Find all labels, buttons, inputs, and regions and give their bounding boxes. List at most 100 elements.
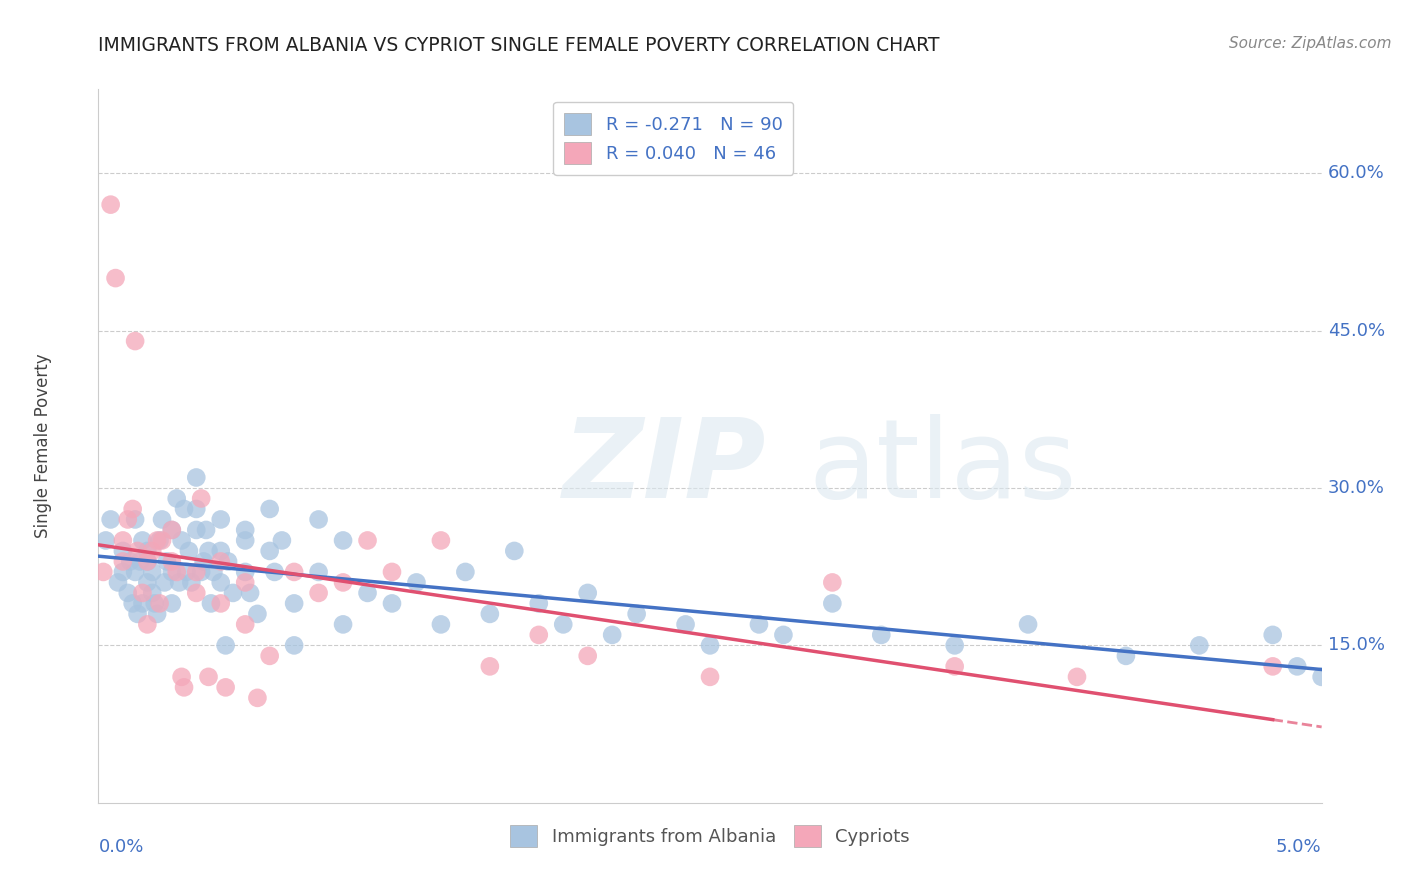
Point bbox=[576, 648, 599, 663]
Point bbox=[430, 533, 453, 548]
Point bbox=[283, 639, 305, 653]
Point bbox=[233, 575, 256, 590]
Point bbox=[190, 491, 212, 506]
Legend: Immigrants from Albania, Cypriots: Immigrants from Albania, Cypriots bbox=[499, 814, 921, 858]
Point bbox=[193, 554, 215, 568]
Text: 0.0%: 0.0% bbox=[98, 838, 143, 856]
Point bbox=[127, 544, 149, 558]
Point bbox=[214, 681, 236, 695]
Point bbox=[675, 617, 697, 632]
Point bbox=[166, 565, 188, 579]
Point bbox=[699, 639, 721, 653]
Point bbox=[150, 512, 173, 526]
Point bbox=[283, 565, 305, 579]
Point bbox=[136, 575, 159, 590]
Point bbox=[186, 502, 208, 516]
Point bbox=[626, 607, 648, 621]
Point bbox=[197, 544, 219, 558]
Point bbox=[136, 617, 159, 632]
Point bbox=[160, 596, 183, 610]
Point bbox=[217, 554, 239, 568]
Point bbox=[173, 502, 195, 516]
Point bbox=[195, 523, 218, 537]
Point bbox=[153, 575, 176, 590]
Point bbox=[107, 575, 129, 590]
Point bbox=[124, 565, 146, 579]
Point bbox=[308, 565, 330, 579]
Point bbox=[190, 565, 212, 579]
Point bbox=[1261, 659, 1284, 673]
Point bbox=[141, 565, 163, 579]
Point bbox=[1017, 617, 1039, 632]
Point bbox=[176, 565, 198, 579]
Point bbox=[233, 565, 256, 579]
Point bbox=[527, 628, 550, 642]
Point bbox=[943, 659, 966, 673]
Point bbox=[202, 565, 225, 579]
Point bbox=[405, 575, 427, 590]
Point bbox=[821, 596, 844, 610]
Point bbox=[121, 596, 143, 610]
Point bbox=[124, 334, 146, 348]
Point bbox=[111, 544, 134, 558]
Point bbox=[430, 617, 453, 632]
Point bbox=[146, 607, 169, 621]
Point bbox=[180, 575, 202, 590]
Text: 15.0%: 15.0% bbox=[1327, 636, 1385, 655]
Point bbox=[209, 575, 232, 590]
Point bbox=[246, 690, 269, 705]
Point bbox=[214, 639, 236, 653]
Point bbox=[1286, 659, 1309, 673]
Point bbox=[259, 544, 281, 558]
Point bbox=[308, 512, 330, 526]
Point bbox=[170, 533, 193, 548]
Point bbox=[209, 512, 232, 526]
Point bbox=[129, 554, 152, 568]
Point bbox=[259, 648, 281, 663]
Point bbox=[1188, 639, 1211, 653]
Point bbox=[160, 523, 183, 537]
Point bbox=[246, 607, 269, 621]
Point bbox=[131, 596, 153, 610]
Point bbox=[263, 565, 285, 579]
Point bbox=[600, 628, 623, 642]
Point bbox=[136, 544, 159, 558]
Text: Single Female Poverty: Single Female Poverty bbox=[34, 354, 52, 538]
Point bbox=[100, 197, 122, 211]
Point bbox=[94, 533, 117, 548]
Point bbox=[127, 607, 149, 621]
Point bbox=[748, 617, 770, 632]
Point bbox=[136, 554, 159, 568]
Point bbox=[270, 533, 292, 548]
Point bbox=[111, 554, 134, 568]
Point bbox=[870, 628, 893, 642]
Text: 45.0%: 45.0% bbox=[1327, 321, 1385, 340]
Text: atlas: atlas bbox=[808, 414, 1077, 521]
Point bbox=[141, 586, 163, 600]
Point bbox=[160, 554, 183, 568]
Text: Source: ZipAtlas.com: Source: ZipAtlas.com bbox=[1229, 36, 1392, 51]
Point bbox=[381, 565, 404, 579]
Point bbox=[120, 554, 142, 568]
Point bbox=[233, 617, 256, 632]
Point bbox=[146, 533, 169, 548]
Point bbox=[821, 575, 844, 590]
Point bbox=[1066, 670, 1088, 684]
Point bbox=[111, 565, 134, 579]
Point bbox=[1310, 670, 1333, 684]
Point bbox=[381, 596, 404, 610]
Point bbox=[200, 596, 222, 610]
Point bbox=[170, 670, 193, 684]
Point bbox=[209, 544, 232, 558]
Point bbox=[222, 586, 245, 600]
Point bbox=[239, 586, 262, 600]
Point bbox=[332, 575, 354, 590]
Point bbox=[156, 554, 179, 568]
Point bbox=[141, 544, 163, 558]
Point bbox=[173, 681, 195, 695]
Point bbox=[150, 533, 173, 548]
Text: 60.0%: 60.0% bbox=[1327, 164, 1385, 182]
Point bbox=[121, 502, 143, 516]
Text: IMMIGRANTS FROM ALBANIA VS CYPRIOT SINGLE FEMALE POVERTY CORRELATION CHART: IMMIGRANTS FROM ALBANIA VS CYPRIOT SINGL… bbox=[98, 36, 941, 54]
Point bbox=[943, 639, 966, 653]
